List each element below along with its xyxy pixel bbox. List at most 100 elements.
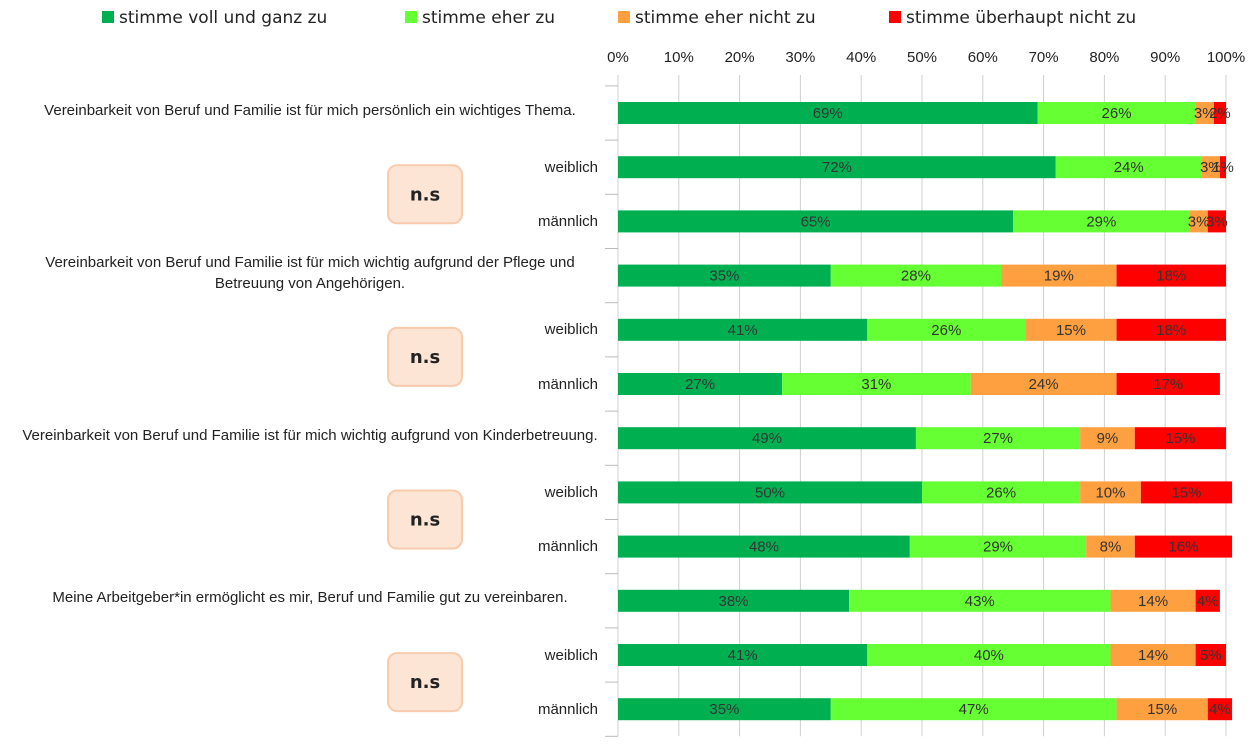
bar-segment — [1195, 589, 1220, 612]
group-label: weiblich — [544, 646, 598, 664]
value-label: 28% — [901, 268, 931, 285]
question-label: Vereinbarkeit von Beruf und Familie ist … — [45, 253, 575, 292]
x-tick-label: 80% — [1089, 49, 1119, 66]
value-label: 5% — [1200, 647, 1222, 664]
question-label: Vereinbarkeit von Beruf und Familie ist … — [44, 101, 576, 119]
legend-label: stimme eher nicht zu — [635, 8, 816, 28]
x-tick-label: 100% — [1207, 49, 1245, 66]
value-label: 3% — [1194, 105, 1216, 122]
x-tick-label: 0% — [607, 49, 629, 66]
bar-segment — [1037, 102, 1196, 124]
bar-segment — [849, 589, 1111, 612]
value-label: 14% — [1138, 647, 1168, 664]
value-label: 10% — [1095, 484, 1125, 501]
legend-swatch — [405, 11, 417, 23]
bar-segment — [1140, 481, 1233, 504]
bar-segment — [1207, 698, 1233, 721]
bar-segment — [1116, 264, 1226, 287]
x-tick-label: 60% — [968, 49, 998, 66]
value-label: 35% — [709, 701, 739, 718]
legend-swatch — [102, 11, 114, 23]
bar-segment — [1055, 156, 1202, 179]
bar-segment — [618, 102, 1038, 124]
bar-segment — [618, 427, 916, 450]
value-label: 24% — [1029, 376, 1059, 393]
group-label: weiblich — [544, 321, 598, 339]
value-label: 47% — [959, 701, 989, 718]
annotation-box — [387, 326, 463, 387]
value-label: 29% — [983, 539, 1013, 556]
group-label: weiblich — [544, 483, 598, 501]
value-label: 27% — [983, 430, 1013, 447]
bar-segment — [618, 535, 910, 558]
annotation: n.s — [410, 672, 440, 693]
bar-segment — [1110, 589, 1196, 612]
bar-segment — [618, 318, 868, 341]
bar-segment — [1219, 156, 1226, 179]
value-label: 24% — [1114, 159, 1144, 176]
bar-segment — [1116, 373, 1220, 395]
bar-segment — [618, 373, 783, 395]
value-label: 65% — [801, 213, 831, 230]
bar-segment — [970, 373, 1117, 395]
bar-segment — [1110, 644, 1196, 666]
bar-segment — [1201, 156, 1220, 179]
bar-segment — [618, 698, 831, 721]
bar-segment — [1134, 535, 1233, 558]
annotation: n.s — [410, 184, 440, 205]
legend-label: stimme eher zu — [422, 8, 555, 28]
bar-segment — [915, 427, 1081, 450]
value-label: 15% — [1147, 701, 1177, 718]
group-label: männlich — [537, 538, 598, 556]
value-label: 15% — [1056, 322, 1086, 339]
value-label: 48% — [749, 539, 779, 556]
value-label: 26% — [986, 484, 1016, 501]
bar-segment — [1195, 644, 1226, 666]
value-label: 1% — [1212, 159, 1234, 176]
value-label: 43% — [965, 593, 995, 610]
x-tick-label: 20% — [725, 49, 755, 66]
value-label: 4% — [1197, 593, 1219, 610]
bar-segment — [1080, 481, 1141, 504]
value-label: 41% — [728, 647, 758, 664]
value-label: 3% — [1206, 213, 1228, 230]
bar-segment — [922, 481, 1081, 504]
bar-segment — [1213, 102, 1226, 124]
annotation: n.s — [410, 347, 440, 368]
value-label: 31% — [861, 376, 891, 393]
bar-segment — [1001, 264, 1117, 287]
value-label: 16% — [1168, 539, 1198, 556]
bar-segment — [867, 318, 1026, 341]
value-label: 19% — [1044, 268, 1074, 285]
value-label: 18% — [1156, 268, 1186, 285]
value-label: 17% — [1153, 376, 1183, 393]
legend-swatch — [618, 11, 630, 23]
value-label: 40% — [974, 647, 1004, 664]
bar-segment — [1086, 535, 1135, 558]
bar-segment — [1207, 210, 1226, 233]
value-label: 3% — [1188, 213, 1210, 230]
x-tick-label: 70% — [1029, 49, 1059, 66]
bar-segment — [830, 698, 1117, 721]
value-label: 8% — [1100, 539, 1122, 556]
value-label: 35% — [709, 268, 739, 285]
value-label: 18% — [1156, 322, 1186, 339]
value-label: 38% — [719, 593, 749, 610]
bar-segment — [1013, 210, 1190, 233]
bar-segment — [618, 481, 922, 504]
bar-segment — [618, 156, 1056, 179]
value-label: 2% — [1209, 105, 1231, 122]
legend-label: stimme überhaupt nicht zu — [906, 8, 1136, 28]
bar-segment — [618, 644, 868, 666]
value-label: 69% — [813, 105, 843, 122]
group-label: männlich — [537, 375, 598, 393]
bar-segment — [1195, 102, 1214, 124]
bar-segment — [618, 210, 1014, 233]
bar-segment — [1189, 210, 1208, 233]
bar-segment — [618, 589, 850, 612]
value-label: 15% — [1165, 430, 1195, 447]
x-tick-label: 10% — [664, 49, 694, 66]
legend-swatch — [889, 11, 901, 23]
value-label: 4% — [1209, 701, 1231, 718]
